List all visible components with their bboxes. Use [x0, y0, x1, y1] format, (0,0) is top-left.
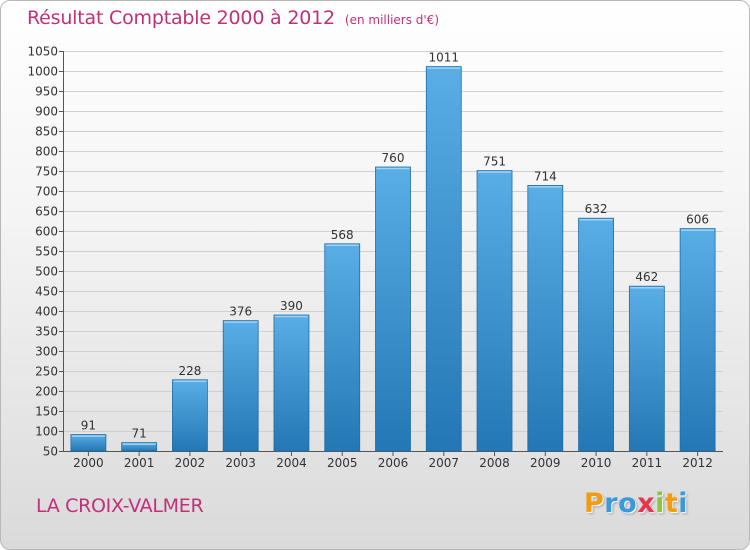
x-tick-label: 2004: [276, 456, 307, 470]
data-label: 462: [635, 270, 658, 284]
x-tick-label: 2011: [632, 456, 663, 470]
data-label: 376: [229, 305, 252, 319]
y-tick-label: 150: [35, 405, 58, 419]
y-tick-label: 950: [35, 85, 58, 99]
y-tick-label: 750: [35, 165, 58, 179]
data-label: 390: [280, 299, 303, 313]
y-tick-label: 900: [35, 105, 58, 119]
bar: [527, 184, 564, 452]
data-label: 1011: [428, 51, 459, 65]
bar: [273, 314, 310, 452]
y-tick-label: 400: [35, 305, 58, 319]
logo-letter: i: [678, 488, 689, 519]
bar: [222, 320, 259, 452]
bar: [476, 170, 513, 452]
bar: [578, 217, 614, 452]
y-tick-label: 350: [35, 325, 58, 339]
x-tick-label: 2003: [225, 456, 256, 470]
x-tick-label: 2001: [124, 456, 155, 470]
data-label: 760: [382, 151, 405, 165]
proxiti-logo: Proxiti: [584, 488, 688, 519]
logo-letter: o: [618, 488, 638, 519]
y-tick-label: 550: [35, 245, 58, 259]
x-tick-label: 2005: [327, 456, 358, 470]
bar: [375, 166, 411, 452]
chart-title: Résultat Comptable 2000 à 2012 (en millie…: [27, 7, 439, 29]
x-tick-label: 2009: [530, 456, 561, 470]
data-label: 632: [585, 202, 608, 216]
x-tick-label: 2002: [175, 456, 206, 470]
x-tick-label: 2010: [581, 456, 612, 470]
y-tick-label: 850: [35, 125, 58, 139]
bar: [70, 434, 107, 452]
y-tick-label: 700: [35, 185, 58, 199]
y-tick-label: 300: [35, 345, 58, 359]
y-tick-label: 1050: [27, 45, 58, 59]
y-tick-label: 500: [35, 265, 58, 279]
data-label: 71: [132, 427, 147, 441]
logo-letter: x: [637, 488, 656, 519]
data-label: 606: [686, 213, 709, 227]
bar: [425, 66, 462, 452]
bar: [172, 379, 208, 452]
logo-letter: P: [584, 488, 605, 519]
data-label: 751: [483, 155, 506, 169]
y-tick-label: 50: [43, 445, 58, 459]
x-tick-label: 2006: [378, 456, 409, 470]
y-tick-label: 200: [35, 385, 58, 399]
chart-title-main: Résultat Comptable 2000 à 2012: [27, 7, 335, 29]
logo-letter: t: [664, 488, 679, 519]
city-name: LA CROIX-VALMER: [36, 495, 204, 517]
y-tick-label: 1000: [27, 65, 58, 79]
bar: [679, 228, 716, 452]
y-tick-label: 650: [35, 205, 58, 219]
y-tick-label: 800: [35, 145, 58, 159]
y-tick-label: 100: [35, 425, 58, 439]
logo-letter: i: [655, 488, 665, 519]
x-tick-label: 2012: [682, 456, 713, 470]
data-label: 228: [178, 364, 201, 378]
x-tick-label: 2000: [73, 456, 104, 470]
bar: [628, 285, 665, 452]
y-tick-label: 450: [35, 285, 58, 299]
x-tick-label: 2007: [428, 456, 459, 470]
chart-title-unit: (en milliers d'€): [344, 13, 440, 27]
x-tick-label: 2008: [479, 456, 510, 470]
data-label: 568: [331, 228, 354, 242]
y-tick-label: 250: [35, 365, 58, 379]
data-label: 91: [81, 419, 96, 433]
y-tick-label: 600: [35, 225, 58, 239]
data-label: 714: [534, 169, 557, 183]
logo-letter: r: [604, 488, 619, 519]
bar: [324, 243, 361, 452]
